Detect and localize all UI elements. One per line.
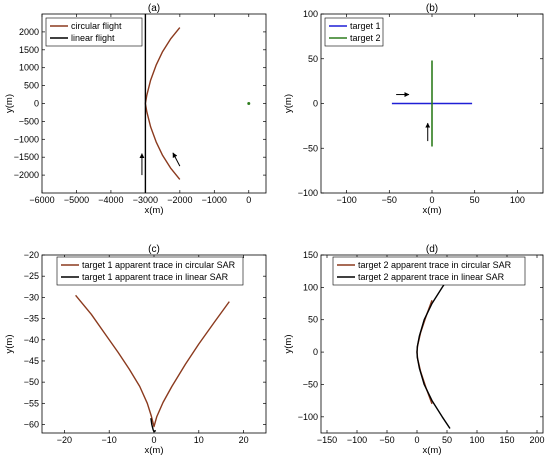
legend: target 1 target 2: [324, 17, 384, 47]
y-tick-label: 50: [308, 54, 318, 64]
y-tick-label: −2000: [14, 170, 39, 180]
y-tick-label: −40: [24, 335, 39, 345]
series-line-1: [416, 300, 433, 405]
y-tick-label: 1000: [19, 63, 39, 73]
x-tick-label: −50: [382, 195, 397, 205]
y-tick-label: −100: [298, 412, 318, 422]
legend-box: [324, 17, 384, 47]
x-tick-label: 0: [414, 435, 419, 445]
y-tick-label: −55: [24, 398, 39, 408]
x-tick-label: −150: [317, 435, 337, 445]
x-tick-label: −50: [379, 435, 394, 445]
y-tick-label: −35: [24, 314, 39, 324]
y-axis-label: y(m): [4, 94, 15, 113]
series-line-1: [75, 294, 230, 428]
legend-box: [45, 17, 143, 47]
x-tick-label: −4000: [98, 195, 123, 205]
plot-area: [139, 14, 251, 193]
x-axis-label: x(m): [145, 205, 164, 216]
axes-frame: [320, 254, 544, 434]
subplot-d: −150 −100 −50 0 50 100 150 200 −100 −50 0 50 100 150 (…: [283, 244, 545, 456]
y-tick-label: 0: [34, 99, 39, 109]
x-tick-label: 50: [470, 195, 480, 205]
y-tick-label: −25: [24, 271, 39, 281]
y-tick-label: −100: [298, 188, 318, 198]
legend-entry: target 1 apparent trace in circular SAR: [82, 260, 236, 270]
direction-arrow: [172, 152, 181, 167]
y-tick-label: −50: [24, 377, 39, 387]
y-tick-label: 1500: [19, 45, 39, 55]
plot-area: [75, 294, 230, 433]
x-tick-label: 0: [151, 435, 156, 445]
legend: target 1 apparent trace in circular SAR t…: [56, 256, 244, 286]
y-tick-label: 100: [303, 282, 318, 292]
y-tick-label: −20: [24, 250, 39, 260]
legend-entry: target 2 apparent trace in linear SAR: [358, 272, 505, 282]
x-axis-label: x(m): [423, 445, 442, 456]
subplot-title: (d): [426, 244, 438, 255]
legend-box: [56, 256, 244, 286]
x-tick-label: −100: [336, 195, 356, 205]
subplot-c: −20 −10 0 10 20 −60 −55 −50 −45 −40 −35 −30 −25 −20 (c…: [4, 244, 267, 456]
y-tick-label: 0: [313, 347, 318, 357]
legend-entry: target 1: [350, 21, 381, 31]
y-axis-label: y(m): [283, 335, 294, 354]
x-tick-label: −5000: [64, 195, 89, 205]
x-axis-label: x(m): [423, 205, 442, 216]
legend: target 2 apparent trace in circular SAR t…: [332, 256, 526, 286]
x-tick-label: 50: [442, 435, 452, 445]
x-tick-label: 200: [529, 435, 544, 445]
y-tick-label: 500: [24, 81, 39, 91]
y-tick-label: 150: [303, 250, 318, 260]
y-tick-label: −50: [303, 379, 318, 389]
series-line-2: [416, 275, 451, 429]
y-axis-label: y(m): [283, 94, 294, 113]
subplot-title: (a): [148, 3, 160, 14]
x-tick-label: −10: [102, 435, 117, 445]
subplot-title: (b): [426, 3, 438, 14]
y-tick-label: 50: [308, 315, 318, 325]
subplot-title: (c): [148, 244, 160, 255]
x-tick-label: 20: [239, 435, 249, 445]
y-axis-label: y(m): [4, 335, 15, 354]
x-axis-label: x(m): [145, 445, 164, 456]
legend-entry: target 1 apparent trace in linear SAR: [82, 272, 229, 282]
subplot-a: −6000 −5000 −4000 −3000 −2000 −1000 0−2000−150…: [4, 3, 267, 216]
plot-area: [416, 275, 451, 429]
target-marker: [247, 102, 251, 105]
legend-entry: circular flight: [71, 21, 122, 31]
legend-entry: target 2: [350, 33, 381, 43]
plot-area: [391, 60, 473, 147]
x-tick-label: −3000: [133, 195, 158, 205]
x-tick-label: 100: [469, 435, 484, 445]
x-tick-label: 0: [246, 195, 251, 205]
legend: circular flight linear flight: [45, 17, 143, 47]
y-tick-label: −1500: [14, 152, 39, 162]
series-line-2: [150, 418, 157, 433]
y-tick-label: 100: [303, 9, 318, 19]
y-tick-label: −50: [303, 143, 318, 153]
x-tick-label: −100: [347, 435, 367, 445]
y-tick-label: −1000: [14, 134, 39, 144]
x-tick-label: −1000: [202, 195, 227, 205]
x-tick-label: −6000: [29, 195, 54, 205]
y-tick-label: −45: [24, 356, 39, 366]
x-tick-label: 0: [429, 195, 434, 205]
y-tick-label: −500: [19, 116, 39, 126]
y-tick-label: −60: [24, 420, 39, 430]
x-tick-label: −20: [57, 435, 72, 445]
x-tick-label: 150: [499, 435, 514, 445]
y-tick-label: 2000: [19, 27, 39, 37]
subplot-b: −100 −50 0 50 100 −100 −50 0 50 100 (b) x(m) y(m) tar…: [283, 3, 544, 216]
legend-box: [332, 256, 526, 286]
x-tick-label: 10: [194, 435, 204, 445]
y-tick-label: 0: [313, 99, 318, 109]
legend-entry: target 2 apparent trace in circular SAR: [358, 260, 512, 270]
x-tick-label: −2000: [167, 195, 192, 205]
legend-entry: linear flight: [71, 33, 115, 43]
y-tick-label: −30: [24, 292, 39, 302]
x-tick-label: 100: [510, 195, 525, 205]
